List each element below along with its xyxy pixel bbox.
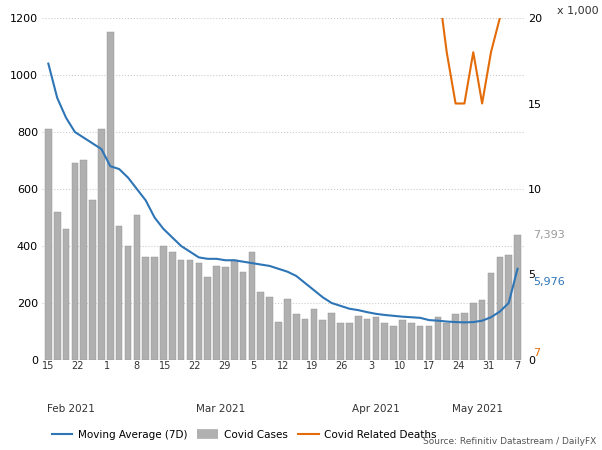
Bar (470, 303, 477, 360)
Bar (81, 161, 87, 360)
Bar (399, 320, 406, 360)
Bar (426, 326, 432, 360)
Bar (98, 129, 105, 360)
Bar (249, 252, 255, 360)
Bar (125, 246, 131, 360)
Text: Source: Refinitiv Datastream / DailyFX: Source: Refinitiv Datastream / DailyFX (423, 436, 596, 446)
Bar (258, 292, 264, 360)
Bar (337, 323, 344, 360)
Text: 5,976: 5,976 (533, 278, 565, 288)
Bar (320, 320, 326, 360)
Bar (196, 263, 202, 360)
Bar (346, 323, 353, 360)
Bar (275, 321, 282, 360)
Bar (488, 273, 494, 360)
Bar (373, 317, 379, 360)
Bar (204, 277, 211, 360)
Bar (505, 255, 512, 360)
Bar (514, 234, 521, 360)
Bar (222, 267, 229, 360)
Bar (382, 323, 388, 360)
Bar (435, 317, 441, 360)
Bar (452, 315, 459, 360)
Bar (151, 257, 158, 360)
Bar (479, 300, 485, 360)
Bar (143, 257, 149, 360)
Bar (134, 215, 140, 360)
Bar (160, 246, 167, 360)
Bar (213, 266, 220, 360)
Bar (240, 272, 246, 360)
Bar (284, 299, 291, 360)
Bar (178, 260, 184, 360)
Bar (169, 252, 176, 360)
Bar (497, 257, 503, 360)
Bar (328, 313, 335, 360)
Bar (116, 226, 122, 360)
Bar (72, 163, 78, 360)
Bar (417, 326, 423, 360)
Bar (311, 309, 317, 360)
Bar (355, 316, 362, 360)
Bar (461, 313, 468, 360)
Bar (390, 326, 397, 360)
Bar (63, 229, 69, 360)
Bar (293, 315, 300, 360)
Bar (45, 129, 52, 360)
Bar (302, 319, 308, 360)
Bar (54, 212, 61, 360)
Bar (408, 323, 415, 360)
Text: Mar 2021: Mar 2021 (196, 405, 246, 414)
Bar (364, 319, 370, 360)
Bar (89, 200, 96, 360)
Bar (231, 260, 238, 360)
Legend: Moving Average (7D), Covid Cases, Covid Related Deaths: Moving Average (7D), Covid Cases, Covid … (48, 425, 441, 444)
Text: x 1,000: x 1,000 (557, 6, 599, 16)
Text: May 2021: May 2021 (452, 405, 503, 414)
Bar (107, 32, 114, 360)
Bar (444, 323, 450, 360)
Bar (266, 297, 273, 360)
Text: Apr 2021: Apr 2021 (352, 405, 400, 414)
Text: 7: 7 (533, 348, 541, 358)
Bar (187, 260, 193, 360)
Text: 7,393: 7,393 (533, 230, 565, 239)
Text: Feb 2021: Feb 2021 (46, 405, 95, 414)
